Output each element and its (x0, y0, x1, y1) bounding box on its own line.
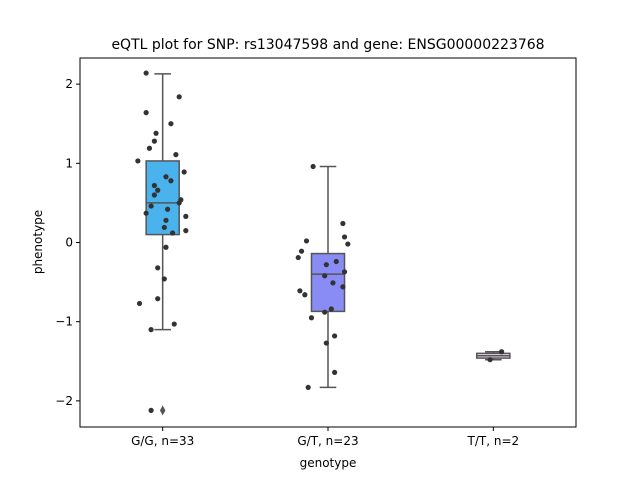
data-point (310, 163, 316, 170)
data-point (297, 288, 303, 294)
data-point (295, 254, 301, 261)
box (310, 252, 346, 313)
data-point (168, 121, 174, 127)
data-point (148, 203, 154, 209)
box (145, 160, 180, 236)
data-point (303, 238, 310, 244)
y-tick-label: −2 (55, 394, 73, 408)
data-point (183, 228, 189, 234)
data-point (308, 315, 315, 321)
data-point (161, 276, 167, 282)
points-layer (135, 70, 505, 413)
data-point (332, 333, 338, 339)
data-point (341, 234, 348, 240)
x-tick-label: G/G, n=33 (131, 434, 194, 448)
data-point (345, 241, 351, 247)
data-point (183, 213, 189, 219)
data-point (168, 178, 174, 184)
plot-area (135, 70, 511, 416)
data-point (153, 130, 159, 136)
y-axis-ticks: −2 −1 0 1 2 (55, 77, 80, 408)
data-point (322, 309, 328, 315)
data-point (333, 258, 339, 265)
data-point (163, 174, 169, 180)
data-point (146, 145, 153, 151)
outlier-marker (159, 405, 166, 416)
data-point (341, 269, 348, 275)
data-point (181, 169, 187, 175)
data-point (151, 138, 157, 144)
data-point (143, 110, 149, 116)
data-point (302, 292, 308, 298)
data-point (305, 384, 311, 391)
data-point (176, 200, 182, 206)
boxes-layer (145, 160, 511, 359)
data-point (173, 152, 179, 158)
data-point (340, 220, 346, 227)
data-point (169, 230, 176, 236)
data-point (155, 296, 161, 302)
data-point (151, 192, 157, 198)
data-point (323, 340, 329, 346)
data-point (171, 321, 177, 327)
x-tick-label: G/T, n=23 (297, 434, 358, 448)
data-point (161, 224, 167, 231)
data-point (155, 187, 161, 193)
data-point (148, 327, 154, 333)
y-tick-label: 0 (65, 236, 73, 250)
x-tick-label: T/T, n=2 (467, 434, 520, 448)
data-point (298, 248, 305, 254)
outliers-layer (159, 405, 166, 416)
y-tick-label: −1 (55, 315, 73, 329)
x-axis-label: genotype (300, 456, 357, 470)
data-point (151, 182, 157, 189)
x-axis-ticks: G/G, n=33 G/T, n=23 T/T, n=2 (131, 427, 519, 448)
data-point (155, 265, 161, 271)
data-point (322, 273, 328, 279)
data-point (163, 244, 169, 250)
y-tick-label: 1 (65, 156, 73, 170)
data-point (176, 94, 182, 100)
data-point (165, 206, 171, 212)
data-point (148, 407, 154, 413)
data-point (340, 284, 346, 290)
data-point (135, 158, 141, 164)
data-point (323, 262, 329, 268)
data-point (136, 300, 143, 307)
data-point (328, 306, 334, 312)
data-point (499, 349, 505, 355)
y-axis-label: phenotype (31, 210, 45, 274)
chart-title: eQTL plot for SNP: rs13047598 and gene: … (111, 37, 544, 53)
data-point (330, 280, 336, 286)
data-point (143, 70, 149, 76)
y-tick-label: 2 (65, 77, 73, 91)
data-point (143, 210, 149, 216)
data-point (487, 357, 493, 363)
data-point (332, 369, 338, 375)
data-point (163, 217, 169, 223)
